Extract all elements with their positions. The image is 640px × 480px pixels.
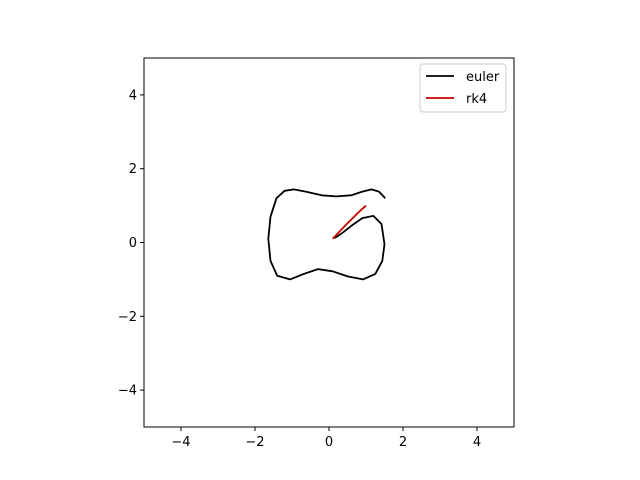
legend-label-rk4: rk4 [466, 92, 487, 107]
x-tick-label: 4 [473, 435, 481, 450]
y-tick-label: −4 [118, 384, 137, 399]
series-line-euler [267, 188, 386, 281]
legend-label-euler: euler [466, 70, 500, 85]
x-tick-label: 0 [325, 435, 333, 450]
series-line-rk4 [332, 204, 367, 240]
x-tick-label: −2 [245, 435, 264, 450]
series-layer [267, 188, 386, 281]
x-tick-label: −4 [171, 435, 190, 450]
plot-frame [143, 57, 515, 428]
x-tick-label: 2 [399, 435, 407, 450]
plot-area [144, 58, 514, 427]
tick-layer: −4 −2 0 2 4 −4 −2 0 2 4 [118, 88, 481, 450]
y-tick-label: −2 [118, 310, 137, 325]
y-tick-label: 4 [129, 88, 137, 103]
y-tick-label: 0 [129, 236, 137, 251]
legend: euler rk4 [419, 63, 507, 113]
y-tick-label: 2 [129, 162, 137, 177]
